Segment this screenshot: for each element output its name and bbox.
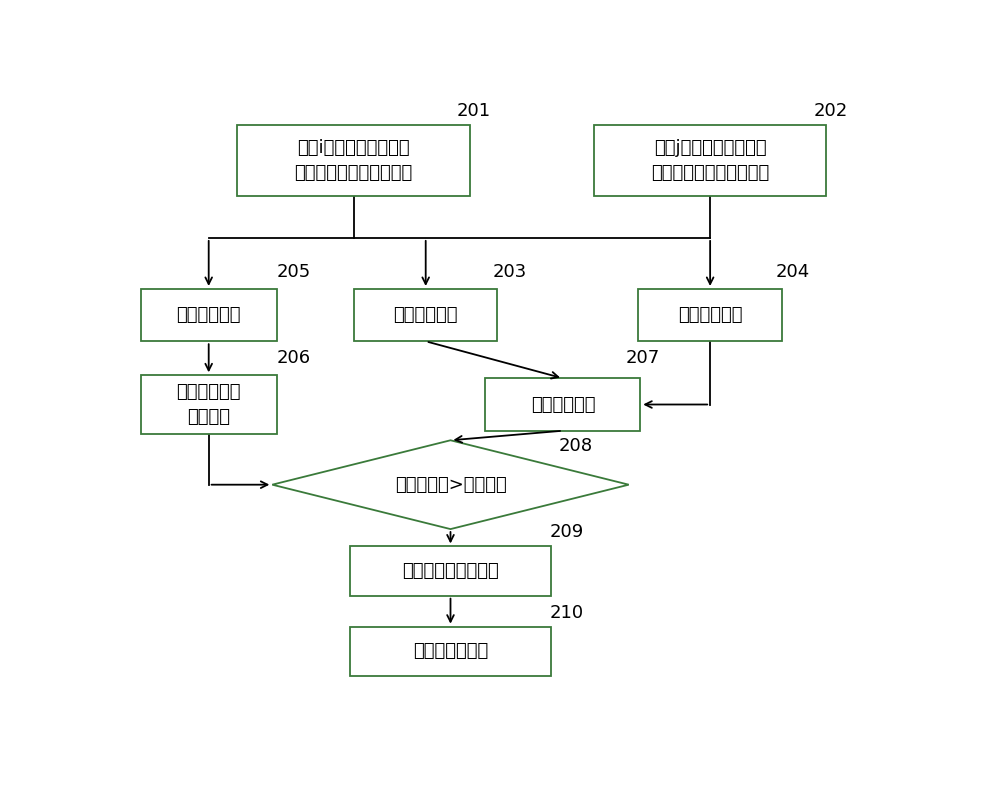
Text: 206: 206 <box>277 349 311 368</box>
Text: 取第i个节点的每个目标
的慢时间随机复包络序列: 取第i个节点的每个目标 的慢时间随机复包络序列 <box>294 139 413 183</box>
Text: 205: 205 <box>277 264 311 281</box>
Bar <box>350 546 551 596</box>
Text: 取第j个节点的每个目标
的慢时间随机复包络序列: 取第j个节点的每个目标 的慢时间随机复包络序列 <box>651 139 769 183</box>
Text: 202: 202 <box>813 102 847 119</box>
Text: 得出有源假目标位置: 得出有源假目标位置 <box>402 562 499 580</box>
Text: 剔除所述假目标: 剔除所述假目标 <box>413 642 488 660</box>
Bar <box>354 289 497 341</box>
Text: 207: 207 <box>626 349 660 368</box>
Bar <box>141 289 277 341</box>
Bar <box>237 126 470 196</box>
Bar <box>485 378 640 431</box>
Text: 估计平均功率: 估计平均功率 <box>393 306 458 324</box>
Text: 210: 210 <box>550 604 584 622</box>
Text: 估计相关系数: 估计相关系数 <box>176 306 241 324</box>
Polygon shape <box>272 441 629 529</box>
Text: 208: 208 <box>559 437 593 455</box>
Bar <box>141 375 277 434</box>
Text: 取实部得到相
关性度量: 取实部得到相 关性度量 <box>176 383 241 426</box>
Text: 相关性度量>检验门限: 相关性度量>检验门限 <box>395 476 506 493</box>
Text: 204: 204 <box>776 264 810 281</box>
Text: 估计平均功率: 估计平均功率 <box>678 306 742 324</box>
Bar <box>594 126 826 196</box>
Bar <box>350 626 551 676</box>
Bar <box>638 289 782 341</box>
Text: 203: 203 <box>492 264 527 281</box>
Text: 201: 201 <box>457 102 491 119</box>
Text: 计算检验门限: 计算检验门限 <box>531 396 595 413</box>
Text: 209: 209 <box>550 523 584 541</box>
